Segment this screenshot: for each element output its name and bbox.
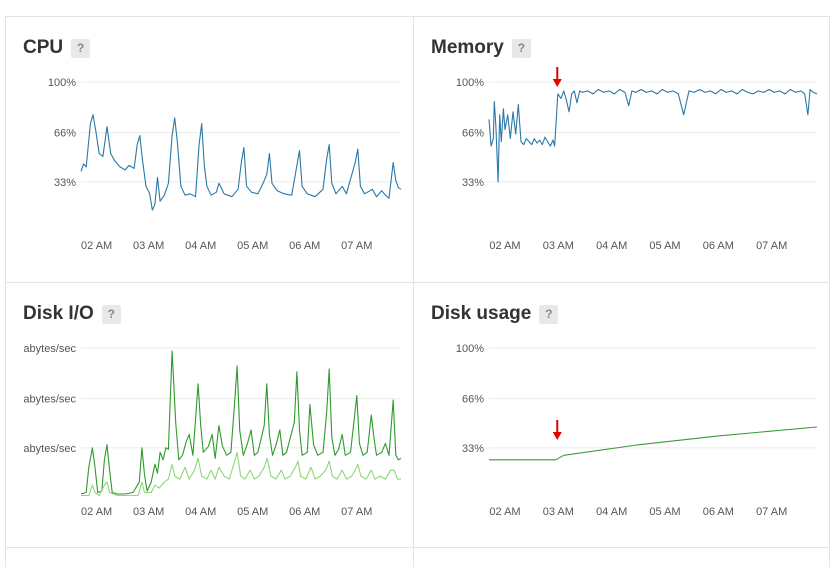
x-tick-label: 06 AM [703,506,734,518]
x-tick-label: 07 AM [756,506,787,518]
y-tick-label: 66% [462,128,484,140]
y-tick-label: abytes/sec [23,394,76,406]
y-tick-label: 66% [462,394,484,406]
y-tick-label: abytes/sec [23,443,76,455]
x-tick-label: 03 AM [543,506,574,518]
y-tick-label: 66% [54,128,76,140]
x-tick-label: 06 AM [703,240,734,252]
memory-title: Memory ? [431,37,531,59]
x-tick-label: 06 AM [289,240,320,252]
cpu-series-line-0 [80,114,402,211]
x-tick-label: 06 AM [289,506,320,518]
disk-usage-help-icon[interactable]: ? [539,304,559,324]
x-tick-label: 02 AM [489,240,520,252]
annotation-arrow-icon [552,67,562,87]
disk-usage-panel: 100% 66% 33% 02 AM 03 AM 04 AM 05 AM 06 AM 07 AM… [413,282,830,548]
disk_io-series-line-0 [80,350,402,495]
x-tick-label: 07 AM [341,240,372,252]
y-tick-label: 100% [456,343,484,355]
y-tick-label: 33% [462,177,484,189]
x-tick-label: 07 AM [756,240,787,252]
y-tick-label: 33% [462,443,484,455]
y-tick-label: abytes/sec [23,343,76,355]
y-tick-label: 33% [54,177,76,189]
disk-io-title: Disk I/O ? [23,303,121,325]
disk-io-panel: abytes/sec abytes/sec abytes/sec 02 AM 03 AM… [5,282,414,548]
y-tick-label: 100% [48,77,76,89]
x-tick-label: 03 AM [133,506,164,518]
dashboard-grid: 100% 66% 33% 02 AM 03 AM 04 AM 05 AM 06 AM 07 AM… [5,16,830,567]
cpu-help-icon[interactable]: ? [71,38,91,58]
disk-usage-chart: 100% 66% 33% 02 AM 03 AM 04 AM 05 AM 06 AM 07 AM [456,343,818,518]
cpu-panel: 100% 66% 33% 02 AM 03 AM 04 AM 05 AM 06 AM 07 AM… [5,16,414,283]
x-tick-label: 05 AM [649,240,680,252]
disk_io-series-line-1 [81,451,401,497]
x-tick-label: 05 AM [237,506,268,518]
x-tick-label: 02 AM [81,506,112,518]
cpu-title-text: CPU [23,37,64,58]
next-panel-left [5,547,414,567]
y-tick-label: 100% [456,77,484,89]
memory-series-line-0 [488,88,818,183]
annotation-arrow-icon [552,420,562,440]
x-tick-label: 05 AM [237,240,268,252]
disk-usage-title: Disk usage ? [431,303,559,325]
cpu-title: CPU ? [23,37,91,59]
x-tick-label: 04 AM [596,506,627,518]
disk-io-chart: abytes/sec abytes/sec abytes/sec 02 AM 03 AM… [23,343,402,518]
x-tick-label: 03 AM [133,240,164,252]
x-tick-label: 07 AM [341,506,372,518]
cpu-chart: 100% 66% 33% 02 AM 03 AM 04 AM 05 AM 06 AM 07 AM [48,77,402,252]
x-tick-label: 04 AM [596,240,627,252]
memory-help-icon[interactable]: ? [511,38,531,58]
next-panel-right [413,547,830,567]
x-tick-label: 04 AM [185,506,216,518]
memory-title-text: Memory [431,37,504,58]
x-tick-label: 03 AM [543,240,574,252]
disk-usage-title-text: Disk usage [431,303,532,324]
disk-io-title-text: Disk I/O [23,303,94,324]
x-tick-label: 05 AM [649,506,680,518]
disk-io-help-icon[interactable]: ? [101,304,121,324]
disk_usage-series-line-0 [489,426,818,461]
x-tick-label: 04 AM [185,240,216,252]
x-tick-label: 02 AM [81,240,112,252]
x-tick-label: 02 AM [489,506,520,518]
memory-chart: 100% 66% 33% 02 AM 03 AM 04 AM 05 AM 06 AM 07 AM [456,67,818,252]
memory-panel: 100% 66% 33% 02 AM 03 AM 04 AM 05 AM 06 AM 07 AM… [413,16,830,283]
